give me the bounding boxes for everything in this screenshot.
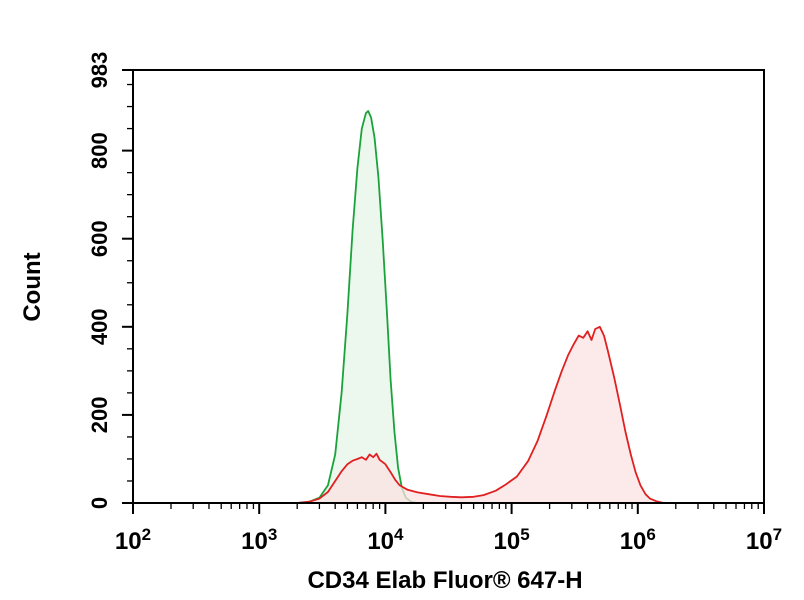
series-1-line: [297, 110, 418, 504]
x-tick-label: 105: [494, 525, 530, 555]
series-2-fill: [297, 326, 664, 503]
y-tick-label: 200: [87, 397, 112, 434]
y-tick-label: 0: [87, 497, 112, 509]
y-axis-title: Count: [19, 252, 46, 321]
series-layer: [297, 110, 664, 504]
y-tick-label: 983: [87, 52, 112, 89]
y-tick-label: 800: [87, 132, 112, 169]
plot-frame: [132, 69, 765, 504]
x-tick-label: 102: [115, 525, 151, 555]
y-tick-label: 600: [87, 220, 112, 257]
series-1-fill: [297, 111, 418, 503]
x-tick-label: 103: [241, 525, 277, 555]
x-tick-label: 106: [620, 525, 656, 555]
x-tick-label: 104: [367, 525, 404, 555]
x-axis: 102 103 104 105 106 107: [115, 503, 782, 555]
x-axis-title: CD34 Elab Fluor® 647-H: [307, 567, 582, 594]
x-tick-label: 107: [746, 525, 782, 555]
y-axis: 0 200 400 600 800 983: [87, 52, 133, 509]
series-2-line: [297, 325, 664, 504]
y-tick-label: 400: [87, 308, 112, 345]
